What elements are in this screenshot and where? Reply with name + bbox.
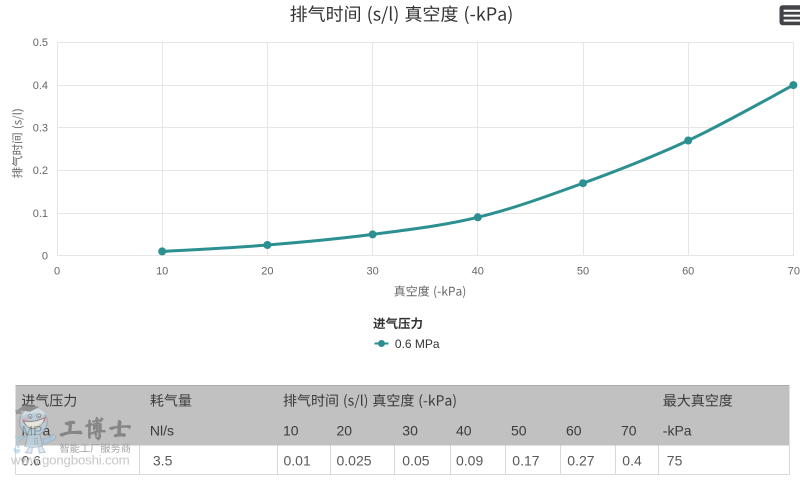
svg-text:-kPa: -kPa [663, 422, 692, 438]
svg-text:0.025: 0.025 [337, 453, 372, 469]
svg-text:10: 10 [156, 266, 168, 278]
svg-text:0: 0 [54, 266, 60, 278]
svg-text:50: 50 [511, 422, 527, 438]
svg-text:10: 10 [283, 422, 299, 438]
svg-text:70: 70 [621, 422, 637, 438]
svg-text:0.2: 0.2 [33, 165, 48, 177]
svg-text:3.5: 3.5 [153, 453, 173, 469]
svg-text:0.27: 0.27 [567, 453, 594, 469]
svg-text:60: 60 [566, 422, 582, 438]
svg-text:0.6: 0.6 [22, 453, 42, 469]
svg-text:0.6 MPa: 0.6 MPa [395, 337, 440, 351]
svg-text:0.05: 0.05 [402, 453, 429, 469]
svg-text:0.1: 0.1 [33, 208, 48, 220]
svg-text:0.17: 0.17 [512, 453, 539, 469]
svg-text:0.5: 0.5 [33, 37, 48, 49]
svg-text:0: 0 [42, 251, 48, 263]
svg-text:60: 60 [682, 266, 694, 278]
svg-text:20: 20 [337, 422, 353, 438]
svg-text:30: 30 [402, 422, 418, 438]
svg-text:50: 50 [577, 266, 589, 278]
svg-text:40: 40 [472, 266, 484, 278]
svg-text:Nl/s: Nl/s [150, 422, 174, 438]
svg-text:20: 20 [261, 266, 273, 278]
svg-text:70: 70 [788, 266, 800, 278]
svg-text:0.3: 0.3 [33, 123, 48, 135]
svg-text:0.09: 0.09 [456, 453, 483, 469]
svg-text:0.01: 0.01 [284, 453, 311, 469]
svg-text:75: 75 [667, 453, 683, 469]
svg-text:40: 40 [456, 422, 472, 438]
svg-text:30: 30 [366, 266, 378, 278]
svg-text:0.4: 0.4 [33, 80, 48, 92]
svg-text:0.4: 0.4 [622, 453, 642, 469]
svg-text:www.gongboshi.com: www.gongboshi.com [10, 452, 130, 467]
